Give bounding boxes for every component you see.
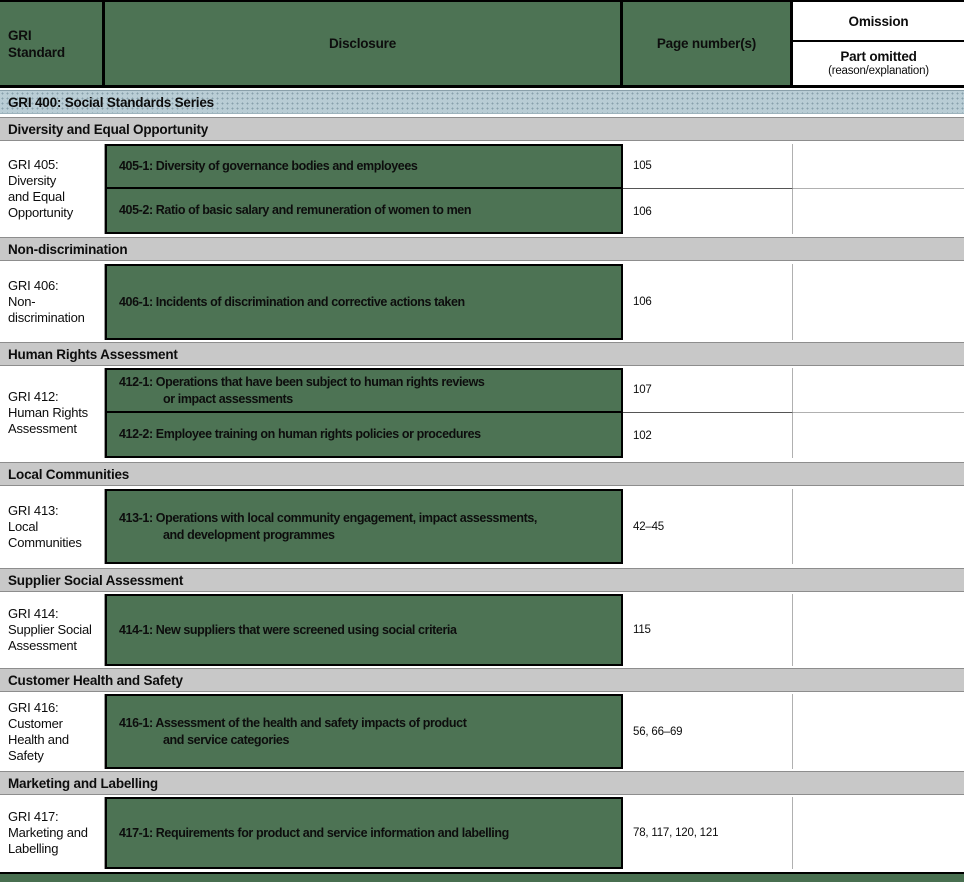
bottom-green-bar — [0, 872, 964, 882]
standard-cell-gri-405: GRI 405: Diversity and Equal Opportunity — [0, 144, 105, 234]
header-cell-omission: Omission Part omitted (reason/explanatio… — [793, 2, 964, 85]
disclosure-cell-412-2: 412-2: Employee training on human rights… — [105, 413, 623, 458]
section-banner-customer-health: Customer Health and Safety — [0, 668, 964, 692]
page-cell-414-1: 115 — [623, 594, 793, 666]
page-cell-416-1: 56, 66–69 — [623, 694, 793, 769]
series-banner-gri-400: GRI 400: Social Standards Series — [0, 90, 964, 114]
section-banner-local-communities: Local Communities — [0, 462, 964, 486]
table-header-row: GRI Standard Disclosure Page number(s) O… — [0, 0, 964, 88]
header-cell-page-numbers: Page number(s) — [623, 2, 793, 85]
omission-reason-note: (reason/explanation) — [828, 64, 929, 77]
row-group-gri-406: GRI 406: Non- discrimination 406-1: Inci… — [0, 264, 964, 340]
omission-cell-405-2 — [793, 189, 964, 234]
standard-cell-gri-417: GRI 417: Marketing and Labelling — [0, 797, 105, 869]
disclosure-cell-412-1: 412-1: Operations that have been subject… — [105, 368, 623, 413]
disclosure-cell-406-1: 406-1: Incidents of discrimination and c… — [105, 264, 623, 340]
omission-cell-412-2 — [793, 413, 964, 458]
standard-cell-gri-406: GRI 406: Non- discrimination — [0, 264, 105, 340]
omission-cell-413-1 — [793, 489, 964, 564]
omission-cell-405-1 — [793, 144, 964, 189]
disclosure-cell-416-1: 416-1: Assessment of the health and safe… — [105, 694, 623, 769]
disclosure-cell-405-1: 405-1: Diversity of governance bodies an… — [105, 144, 623, 189]
standard-cell-gri-416: GRI 416: Customer Health and Safety — [0, 694, 105, 769]
header-cell-gri-standard: GRI Standard — [0, 2, 105, 85]
standard-cell-gri-412: GRI 412: Human Rights Assessment — [0, 368, 105, 458]
omission-title: Omission — [793, 2, 964, 42]
section-banner-human-rights: Human Rights Assessment — [0, 342, 964, 366]
row-group-gri-414: GRI 414: Supplier Social Assessment 414-… — [0, 594, 964, 666]
page-cell-405-1: 105 — [623, 144, 793, 189]
disclosure-cell-417-1: 417-1: Requirements for product and serv… — [105, 797, 623, 869]
page-cell-413-1: 42–45 — [623, 489, 793, 564]
disclosure-cell-414-1: 414-1: New suppliers that were screened … — [105, 594, 623, 666]
row-group-gri-405: GRI 405: Diversity and Equal Opportunity… — [0, 144, 964, 234]
header-cell-disclosure: Disclosure — [105, 2, 623, 85]
section-banner-marketing-labelling: Marketing and Labelling — [0, 771, 964, 795]
omission-part-omitted-label: Part omitted — [840, 48, 917, 64]
disclosure-cell-413-1: 413-1: Operations with local community e… — [105, 489, 623, 564]
omission-cell-417-1 — [793, 797, 964, 869]
page-cell-412-1: 107 — [623, 368, 793, 413]
section-banner-non-discrimination: Non-discrimination — [0, 237, 964, 261]
row-group-gri-413: GRI 413: Local Communities 413-1: Operat… — [0, 489, 964, 564]
page-cell-417-1: 78, 117, 120, 121 — [623, 797, 793, 869]
section-banner-supplier-social: Supplier Social Assessment — [0, 568, 964, 592]
standard-cell-gri-414: GRI 414: Supplier Social Assessment — [0, 594, 105, 666]
row-group-gri-417: GRI 417: Marketing and Labelling 417-1: … — [0, 797, 964, 869]
page-cell-412-2: 102 — [623, 413, 793, 458]
disclosure-cell-405-2: 405-2: Ratio of basic salary and remuner… — [105, 189, 623, 234]
omission-cell-414-1 — [793, 594, 964, 666]
row-group-gri-416: GRI 416: Customer Health and Safety 416-… — [0, 694, 964, 769]
omission-cell-406-1 — [793, 264, 964, 340]
omission-cell-416-1 — [793, 694, 964, 769]
omission-cell-412-1 — [793, 368, 964, 413]
standard-cell-gri-413: GRI 413: Local Communities — [0, 489, 105, 564]
page-cell-405-2: 106 — [623, 189, 793, 234]
page-cell-406-1: 106 — [623, 264, 793, 340]
row-group-gri-412: GRI 412: Human Rights Assessment 412-1: … — [0, 368, 964, 458]
section-banner-diversity: Diversity and Equal Opportunity — [0, 117, 964, 141]
omission-subheader: Part omitted (reason/explanation) — [793, 42, 964, 85]
